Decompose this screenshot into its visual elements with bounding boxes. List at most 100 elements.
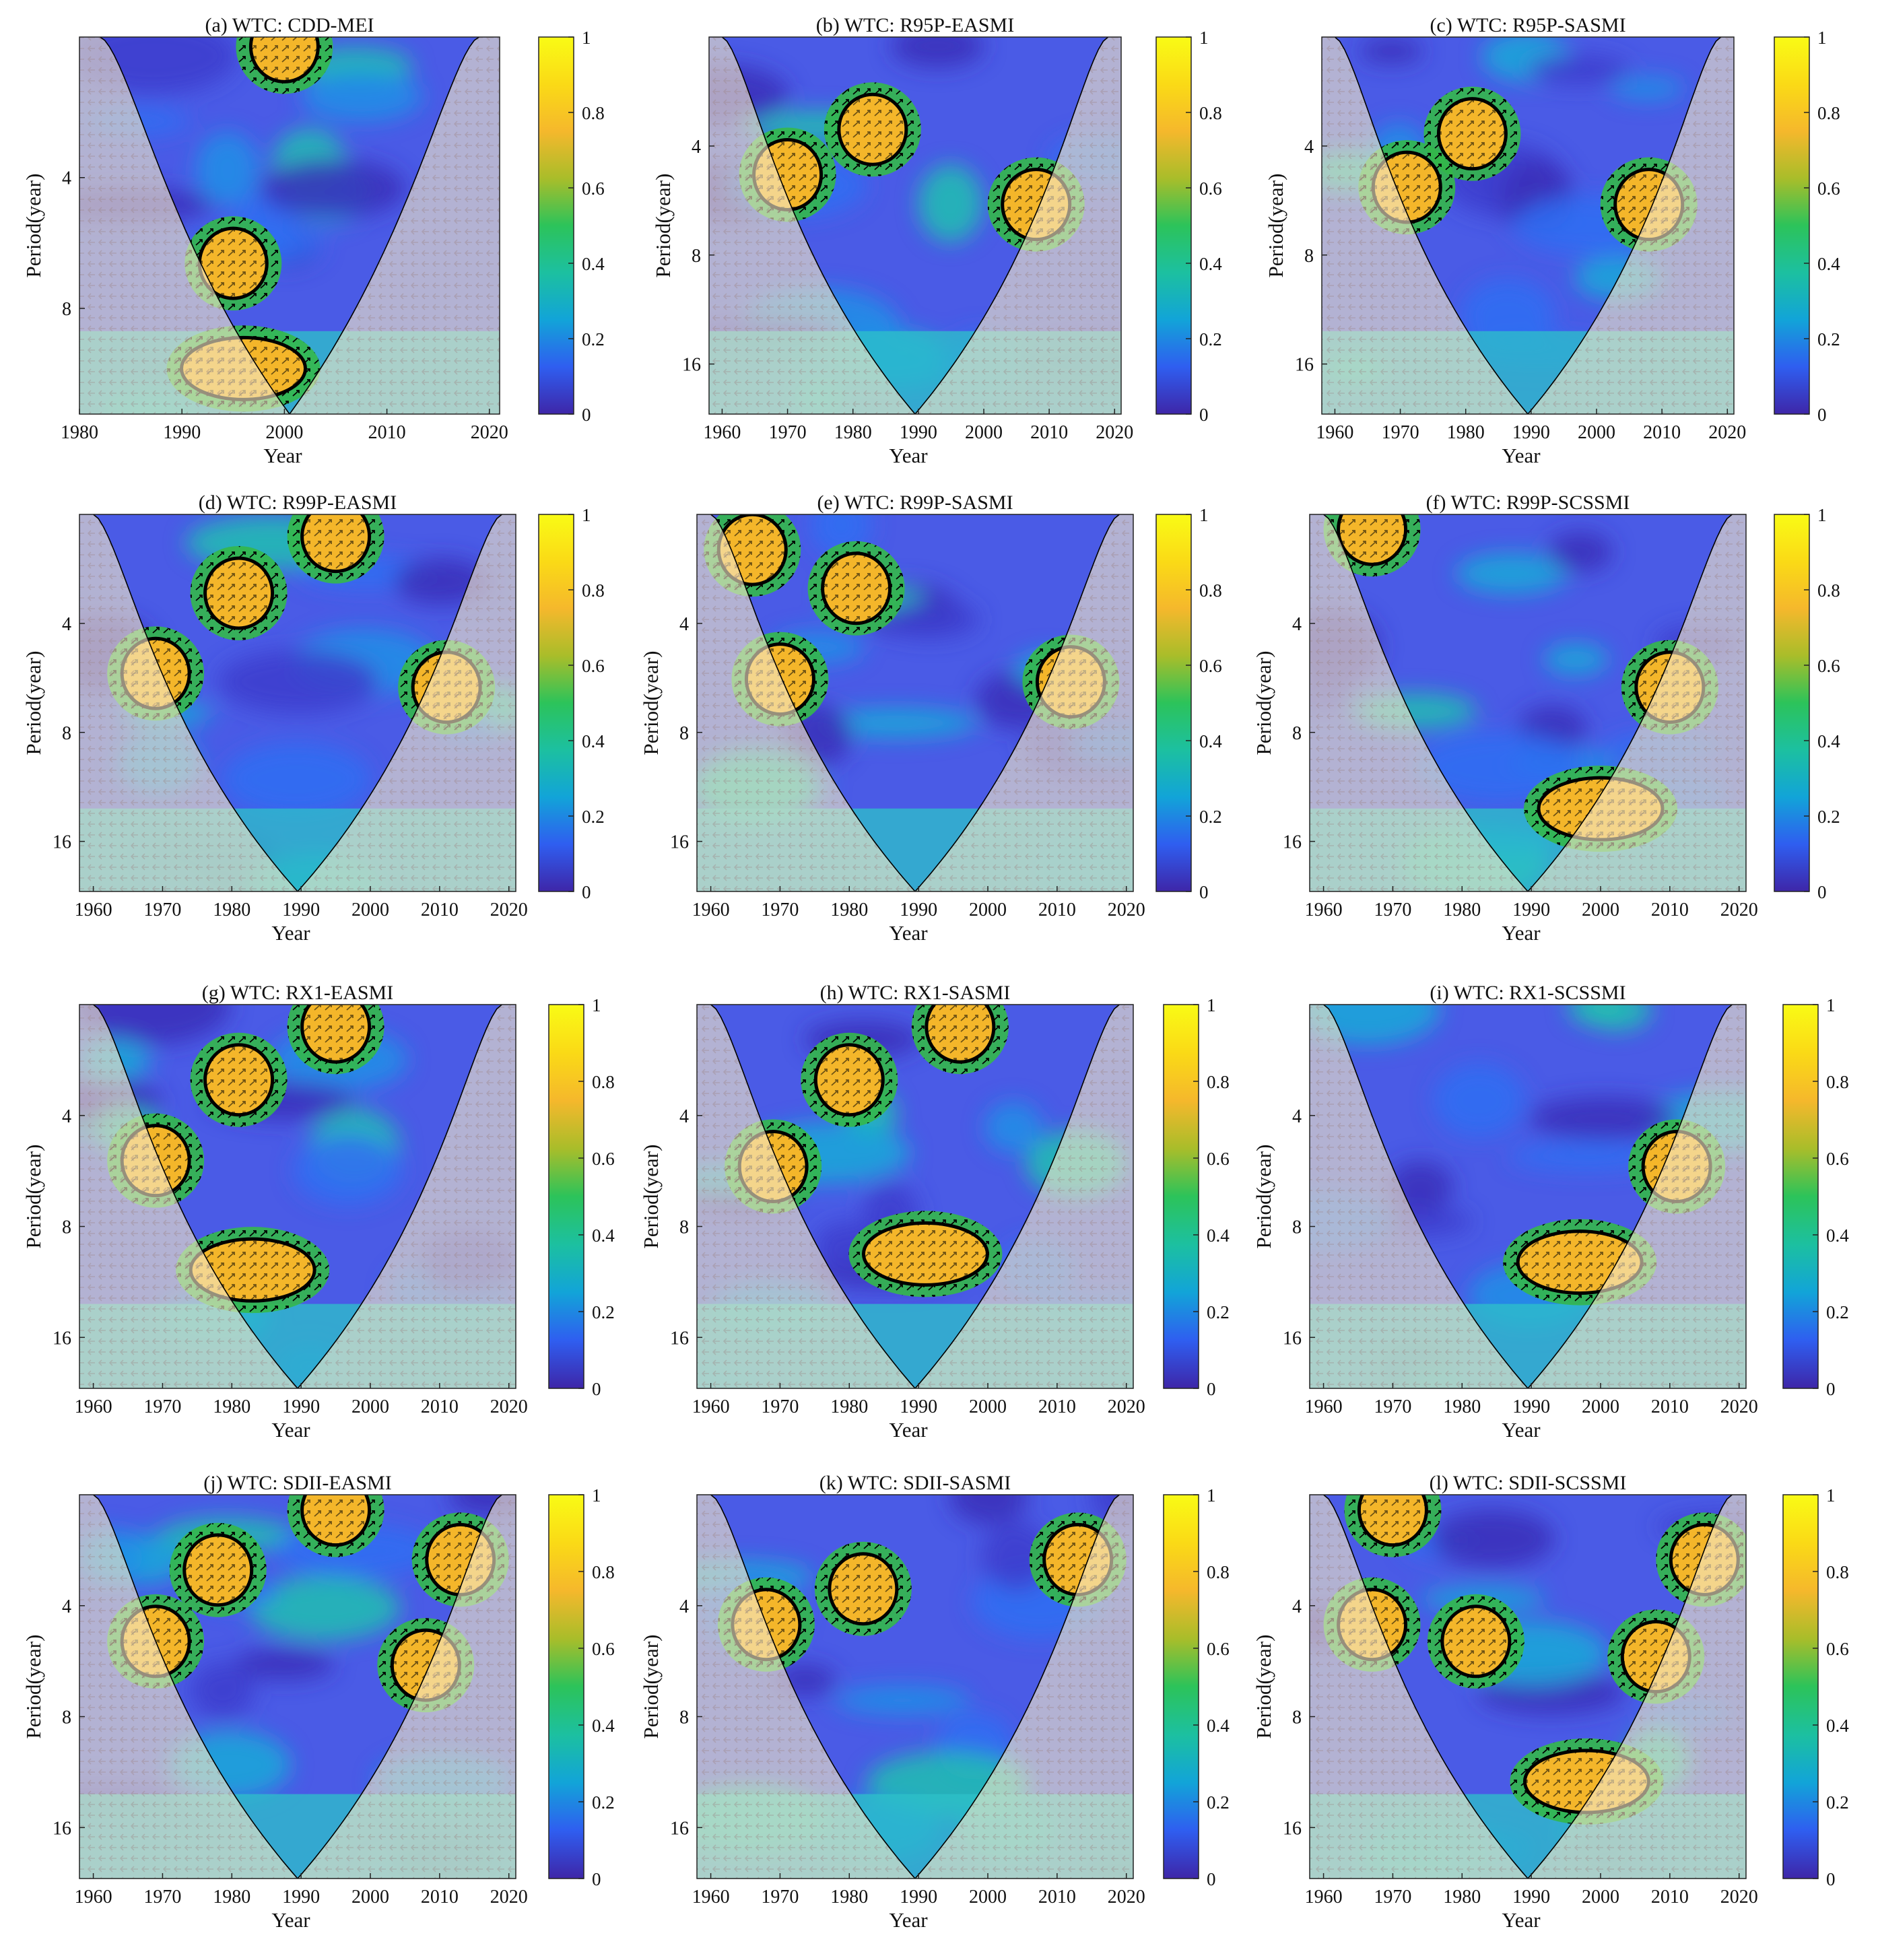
significance-contour <box>1436 97 1508 171</box>
x-tick-label: 1990 <box>900 1887 937 1907</box>
plot-area-e <box>697 514 1133 891</box>
coherence-blob <box>1310 1005 1440 1045</box>
x-tick-label: 2020 <box>1720 900 1758 920</box>
coherence-blob <box>222 742 372 817</box>
x-tick-label: 1960 <box>1305 900 1343 920</box>
panel-e: (e) WTC: R99P-SASMI 1960 1970 1980 1990 2000 2… <box>639 492 1222 945</box>
y-axis-label: Period(year) <box>1252 651 1275 755</box>
x-tick-label: 1990 <box>1512 900 1550 920</box>
colorbar-tick-label: 1 <box>1207 1485 1216 1506</box>
y-tick-label: 4 <box>62 168 71 189</box>
x-tick-label: 1990 <box>900 1396 937 1417</box>
y-tick-label: 8 <box>62 1217 71 1238</box>
y-tick-label: 4 <box>62 614 71 635</box>
colorbar-tick-label: 0.6 <box>582 656 605 676</box>
colorbar: 0 0.2 0.4 0.6 0.8 1 <box>548 995 615 1399</box>
colorbar-tick-label: 1 <box>1207 995 1216 1015</box>
y-tick-label: 16 <box>1283 1328 1302 1349</box>
coherence-blob <box>248 1576 401 1641</box>
panel-title: (c) WTC: R95P-SASMI <box>1430 14 1625 36</box>
outside-coi-arrows <box>79 1005 516 1388</box>
outside-coi-arrows <box>79 514 516 891</box>
panel-d: (d) WTC: R99P-EASMI 1960 1970 1980 1990 2000 2… <box>22 492 605 945</box>
x-tick-label: 2000 <box>1582 900 1619 920</box>
colorbar-tick-label: 0.6 <box>1826 1149 1849 1169</box>
colorbar-tick-label: 1 <box>592 995 601 1015</box>
colorbar-tick-label: 0.2 <box>1199 329 1222 349</box>
y-tick-label: 4 <box>1292 614 1302 635</box>
y-axis-label: Period(year) <box>1252 1635 1275 1739</box>
y-tick-label: 8 <box>679 723 689 744</box>
significance-contour <box>821 551 892 626</box>
x-tick-label: 2000 <box>351 1887 389 1907</box>
panel-f: (f) WTC: R99P-SCSSMI 1960 1970 1980 1990 2000… <box>1252 492 1840 945</box>
y-axis-label: Period(year) <box>639 1635 663 1739</box>
colorbar-tick-label: 0.4 <box>1199 254 1222 274</box>
panel-i: (i) WTC: RX1-SCSSMI 1960 1970 1980 1990 2000 2… <box>1252 982 1849 1442</box>
colorbar-tick-label: 0.8 <box>1207 1072 1230 1092</box>
x-tick-label: 1970 <box>761 1887 799 1907</box>
colorbar: 0 0.2 0.4 0.6 0.8 1 <box>1163 1485 1230 1889</box>
colorbar-tick-label: 0.2 <box>582 807 605 827</box>
y-axis-label: Period(year) <box>639 651 663 755</box>
y-axis-label: Period(year) <box>1252 1145 1275 1249</box>
y-tick-label: 8 <box>62 723 71 744</box>
x-tick-label: 2020 <box>1108 1396 1145 1417</box>
colorbar-tick-label: 0.6 <box>592 1639 615 1659</box>
x-tick-label: 2010 <box>421 900 459 920</box>
panel-title: (b) WTC: R95P-EASMI <box>816 14 1014 36</box>
plot-area-g <box>79 1005 516 1388</box>
y-tick-label: 8 <box>62 299 71 320</box>
phase-arrows <box>863 1223 988 1285</box>
colorbar-gradient <box>548 1004 584 1389</box>
y-tick-label: 8 <box>1292 1217 1302 1238</box>
colorbar-gradient <box>1782 1494 1819 1879</box>
coherence-blob <box>1527 54 1631 85</box>
axes-frame <box>708 36 1122 415</box>
x-tick-label: 2010 <box>1038 1887 1076 1907</box>
x-tick-label: 2000 <box>351 900 389 920</box>
x-tick-label: 1960 <box>692 1396 730 1417</box>
x-tick-label: 2020 <box>490 1887 528 1907</box>
x-tick-label: 2020 <box>490 900 528 920</box>
axes-frame <box>79 36 500 415</box>
colorbar-tick-label: 0.4 <box>1207 1716 1230 1736</box>
x-axis-label: Year <box>263 444 302 467</box>
x-tick-label: 1970 <box>769 422 807 443</box>
panel-title: (k) WTC: SDII-SASMI <box>819 1472 1011 1494</box>
colorbar-tick-label: 0.8 <box>1817 103 1840 123</box>
colorbar: 0 0.2 0.4 0.6 0.8 1 <box>538 505 605 902</box>
phase-arrows <box>1438 98 1506 169</box>
panel-c: (c) WTC: R95P-SASMI 1960 1970 1980 1990 2000 2… <box>1264 14 1840 467</box>
colorbar-tick-label: 0.8 <box>1826 1562 1849 1582</box>
colorbar-gradient <box>548 1494 584 1879</box>
colorbar-tick-label: 0.6 <box>1199 178 1222 199</box>
colorbar-tick-label: 0.2 <box>1817 329 1840 349</box>
x-tick-label: 1970 <box>761 900 799 920</box>
x-tick-label: 2020 <box>1108 1887 1145 1907</box>
significance-contour <box>300 1005 372 1064</box>
colorbar-tick-label: 1 <box>1817 505 1827 525</box>
outside-coi-arrows <box>1322 37 1734 414</box>
x-axis-label: Year <box>1502 921 1541 945</box>
y-tick-label: 8 <box>1292 1708 1302 1728</box>
coherence-blob <box>234 1648 335 1681</box>
x-tick-label: 2000 <box>1582 1887 1619 1907</box>
significance-contour <box>300 1495 372 1547</box>
colorbar-tick-label: 0.4 <box>1826 1225 1849 1246</box>
x-tick-label: 1960 <box>75 900 112 920</box>
panel-title: (f) WTC: R99P-SCSSMI <box>1426 492 1630 514</box>
colorbar-tick-label: 0.6 <box>592 1149 615 1169</box>
colorbar-tick-label: 0 <box>1817 405 1827 425</box>
panel-k: (k) WTC: SDII-SASMI 1960 1970 1980 1990 2000 2… <box>639 1472 1230 1932</box>
x-tick-label: 2020 <box>1096 422 1133 443</box>
phase-arrows <box>302 1495 370 1545</box>
outside-coi-arrows <box>697 1495 1133 1879</box>
x-tick-label: 2000 <box>965 422 1003 443</box>
y-tick-label: 4 <box>1292 1596 1302 1617</box>
colorbar-tick-label: 0 <box>592 1379 601 1399</box>
significance-contour <box>925 1005 996 1064</box>
colorbar-tick-label: 1 <box>582 28 591 48</box>
colorbar-tick-label: 0.2 <box>1199 807 1222 827</box>
phase-arrows <box>205 1044 273 1115</box>
